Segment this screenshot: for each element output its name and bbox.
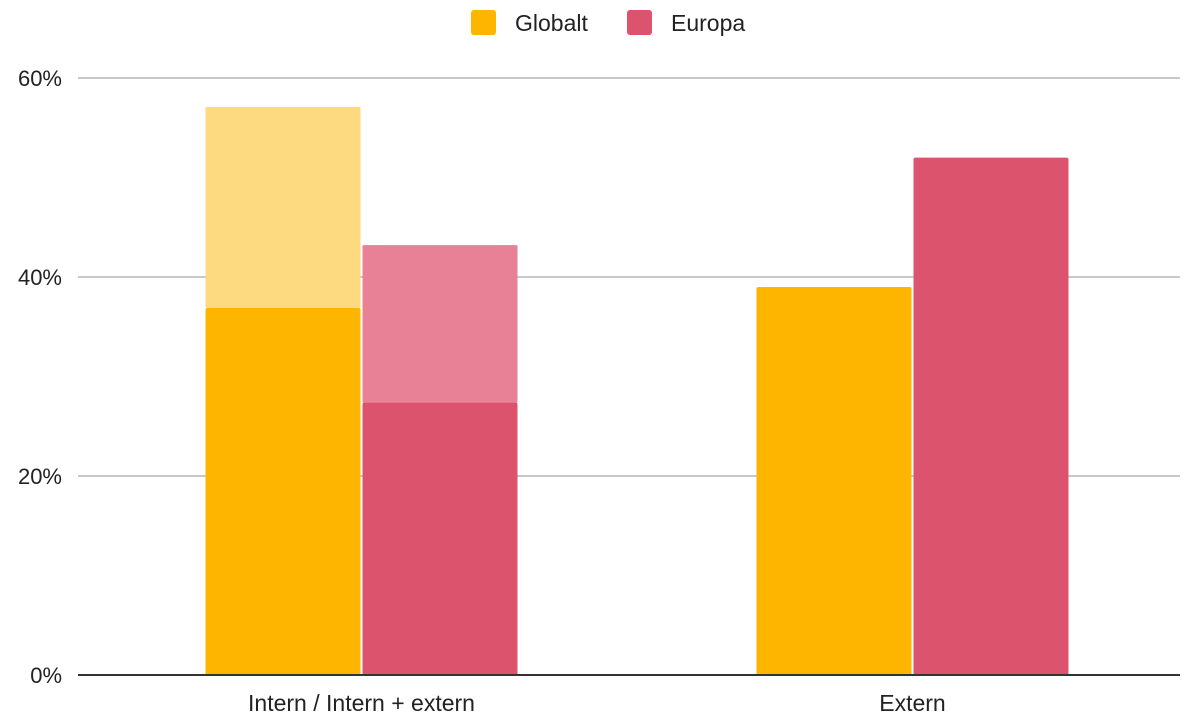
y-tick-label: 60%: [18, 66, 62, 91]
legend-label-europa: Europa: [671, 10, 745, 36]
y-tick-label: 40%: [18, 265, 62, 290]
bar-globalt-1: [756, 286, 912, 675]
bar-europa-1: [913, 157, 1069, 676]
axes: 0% 20% 40% 60% Intern / Intern + extern Exter…: [18, 66, 1180, 716]
bars: [205, 106, 1069, 676]
bar-europa-0: [362, 402, 518, 675]
y-tick-label: 20%: [18, 464, 62, 489]
legend-swatch-europa: [627, 10, 652, 35]
bar-globalt-0: [205, 307, 361, 675]
x-tick-label: Extern: [879, 690, 945, 714]
legend-swatch-globalt: [471, 10, 496, 35]
legend-label-globalt: Globalt: [515, 10, 588, 36]
bar-globalt-extra-0: [205, 106, 361, 308]
bar-europa-extra-0: [362, 245, 518, 403]
y-tick-label: 0%: [30, 663, 62, 688]
x-tick-label: Intern / Intern + extern: [248, 690, 475, 714]
legend: Globalt Europa: [471, 10, 745, 36]
